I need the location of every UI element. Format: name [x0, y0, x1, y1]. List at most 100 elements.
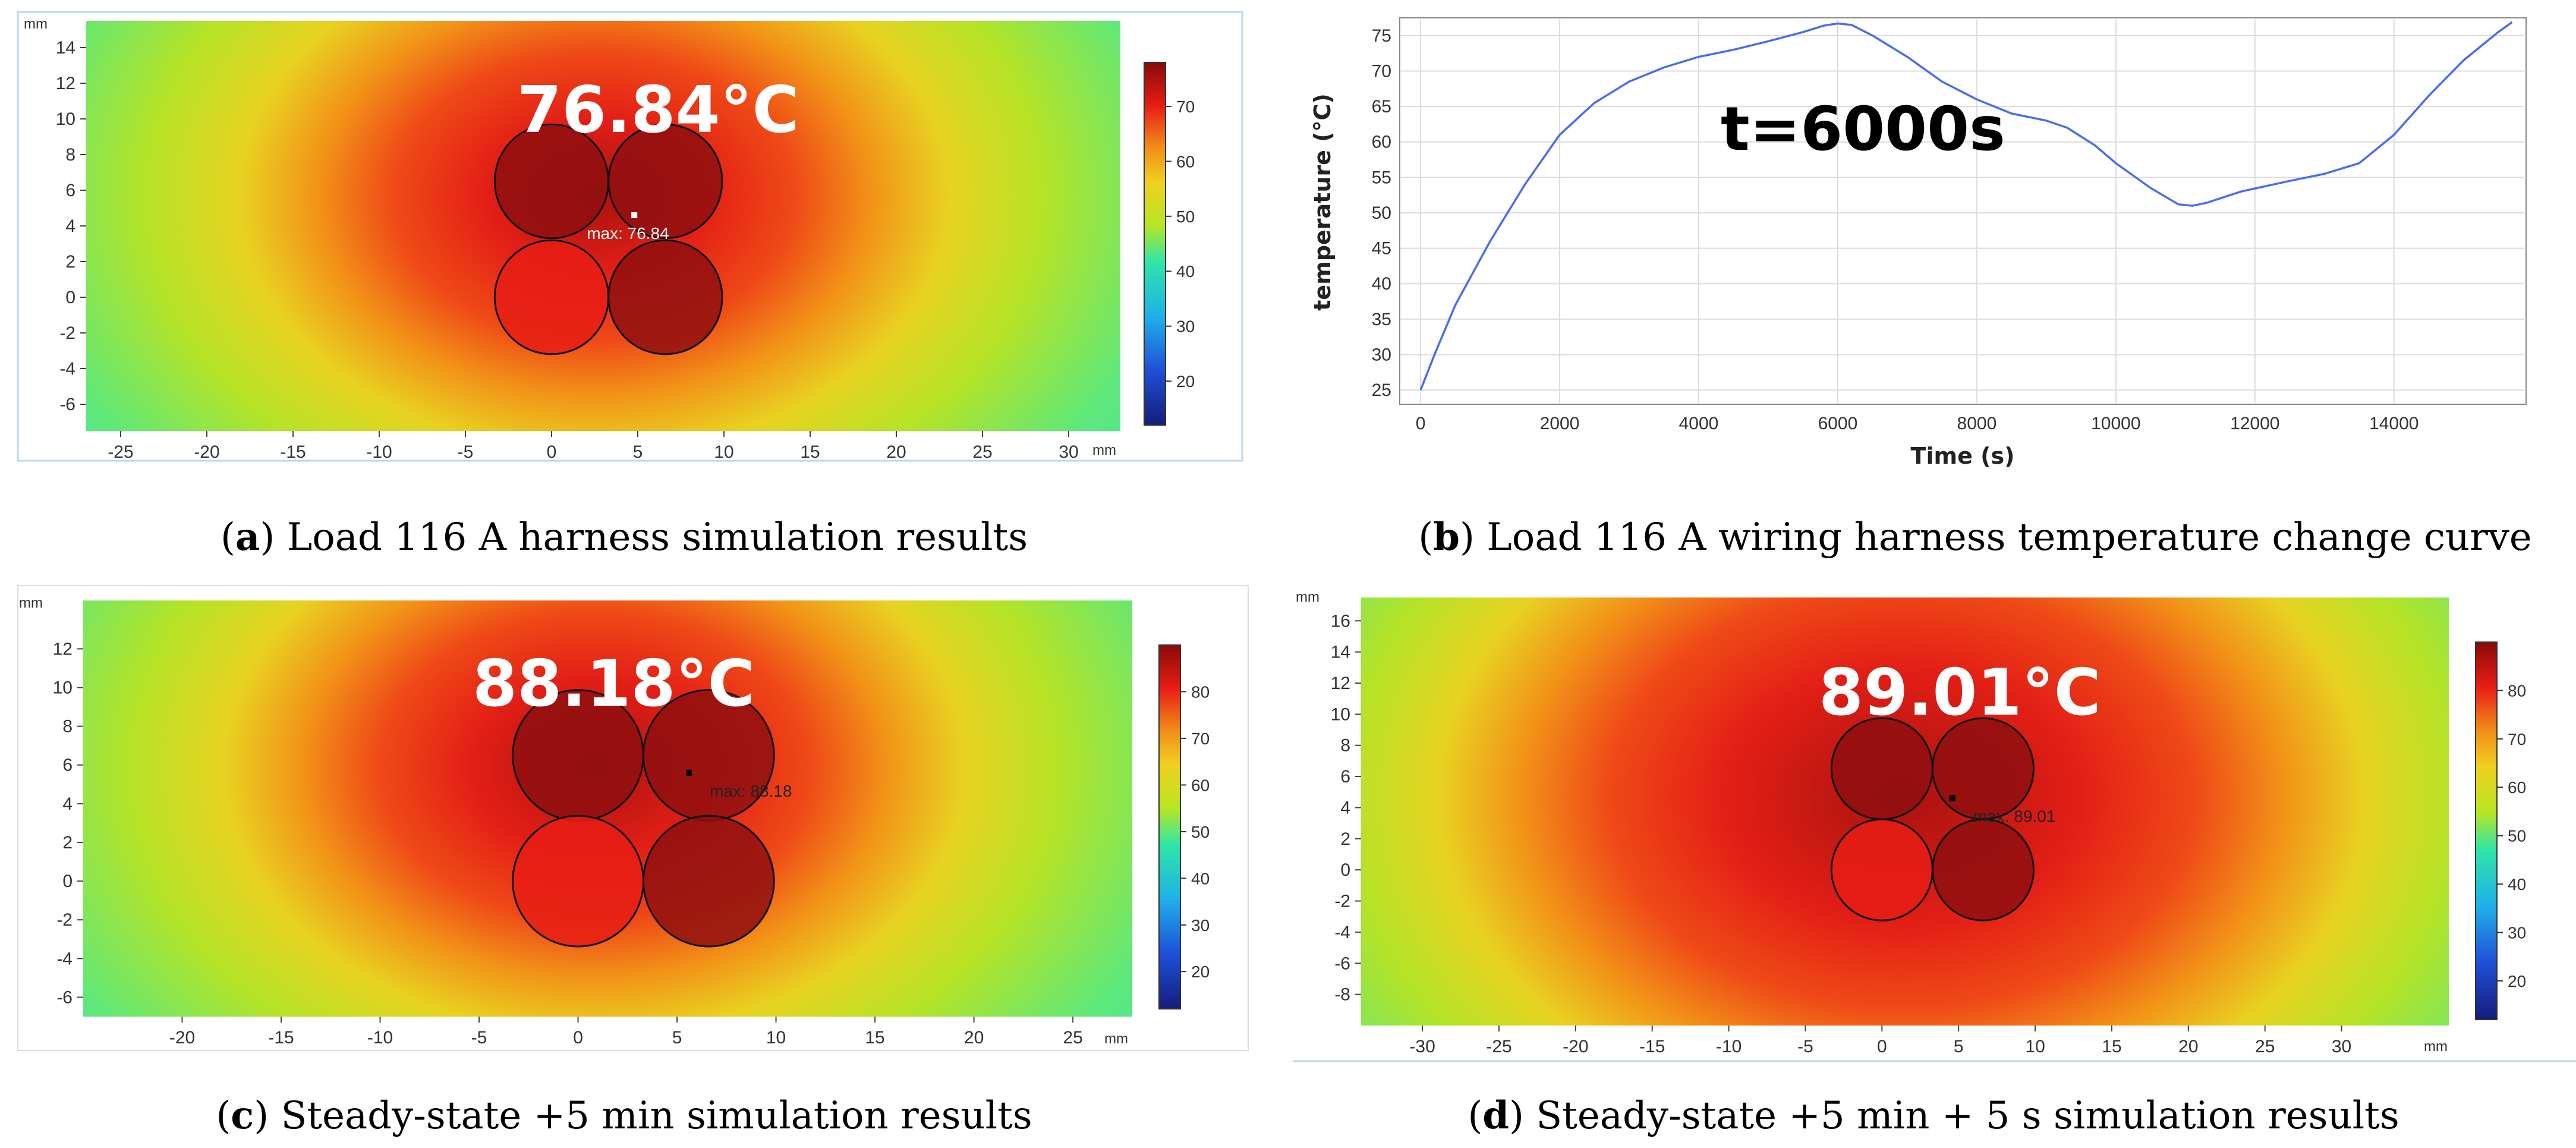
x-tick-label: 15 [800, 442, 820, 462]
peak-temperature-label: 76.84°C [517, 73, 799, 147]
colorbar [1158, 644, 1181, 1009]
caption-a-text: ) Load 116 A harness simulation results [260, 515, 1028, 559]
x-tick-label: 4000 [1679, 414, 1719, 433]
x-tick-label: -5 [471, 1028, 487, 1048]
y-tick-label: 12 [56, 74, 75, 93]
x-tick-label: -10 [367, 1028, 393, 1048]
y-tick-label: 6 [65, 181, 75, 200]
x-tick-label: -5 [458, 442, 474, 462]
y-tick-label: 16 [1331, 611, 1350, 631]
colorbar-tick-label: 60 [2508, 778, 2526, 797]
y-tick-label: 10 [56, 109, 75, 129]
conductor-3 [493, 239, 610, 356]
x-tick-label: 0 [547, 442, 557, 462]
x-tick-label: 25 [1063, 1028, 1082, 1048]
colorbar [1144, 62, 1166, 426]
x-tick-label: 12000 [2230, 414, 2279, 433]
x-tick-label: 14000 [2369, 414, 2418, 433]
y-tick-label: -4 [1334, 923, 1350, 942]
y-tick-label: -2 [1334, 892, 1350, 911]
x-tick-label: -10 [1716, 1037, 1742, 1056]
y-tick-label: 0 [65, 288, 75, 307]
colorbar-tick-label: 80 [1191, 682, 1210, 701]
x-tick-label: 0 [573, 1028, 583, 1048]
x-unit-label: mm [1104, 1031, 1128, 1047]
y-tick-label: 2 [65, 252, 75, 272]
y-tick-label: 65 [1372, 97, 1391, 117]
x-tick-label: -25 [1486, 1037, 1511, 1056]
y-tick-label: 35 [1372, 310, 1391, 329]
y-tick-label: -4 [56, 949, 73, 968]
y-tick-label: 30 [1372, 345, 1391, 365]
x-tick-label: -10 [366, 442, 392, 462]
y-tick-label: 14 [56, 38, 75, 58]
x-tick-label: -15 [280, 442, 306, 462]
conductor-1 [1830, 717, 1933, 820]
colorbar-tick-label: 30 [1191, 916, 1210, 935]
x-tick-label: -20 [194, 442, 219, 462]
x-tick-label: -15 [268, 1028, 294, 1048]
x-tick-label: -20 [1563, 1037, 1588, 1056]
x-tick-label: 0 [1416, 414, 1426, 433]
y-tick-label: -2 [56, 910, 73, 930]
panel-a-heatmap: max: 76.84 -25 -20 -15 -10 -5 0 5 10 15 20 25 30141… [17, 11, 1243, 462]
y-tick-label: -6 [56, 987, 73, 1007]
x-tick-label: -5 [1797, 1037, 1813, 1056]
max-point-marker [631, 212, 638, 218]
x-tick-label: 15 [2102, 1037, 2121, 1056]
x-tick-label: 15 [865, 1028, 884, 1048]
y-tick-label: 75 [1372, 26, 1391, 46]
max-value-label: max: 88.18 [710, 782, 792, 800]
panel-b-line-chart: 0 2000 4000 6000 8000 10000 12000 14000 75 70 65 60… [1309, 17, 2527, 469]
y-tick-label: 60 [1372, 133, 1391, 152]
colorbar-tick-label: 50 [1176, 207, 1195, 226]
y-tick-label: 14 [1331, 643, 1350, 662]
x-unit-label: mm [1092, 442, 1116, 458]
caption-d-text: ) Steady-state +5 min + 5 s simulation r… [1509, 1094, 2399, 1138]
x-tick-label: 6000 [1818, 414, 1858, 433]
conductor-2 [1931, 717, 2035, 820]
panel-c-heatmap: max: 88.18 -20 -15 -10 -5 0 5 10 15 20 2512108642… [17, 585, 1249, 1051]
caption-c: (c) Steady-state +5 min simulation resul… [216, 1093, 1032, 1138]
x-tick-label: 5 [1954, 1037, 1964, 1056]
x-tick-label: -30 [1409, 1037, 1435, 1056]
heatmap-field [86, 21, 1120, 431]
y-tick-label: 10 [1331, 704, 1350, 724]
y-tick-label: -2 [59, 323, 75, 343]
conductor-4 [1931, 818, 2035, 921]
peak-temperature-label: 89.01°C [1819, 656, 2101, 730]
y-axis-title: temperature (°C) [1309, 93, 1336, 310]
x-tick-label: 20 [2178, 1037, 2198, 1056]
x-tick-label: 8000 [1957, 414, 1997, 433]
y-tick-label: -6 [59, 395, 75, 414]
colorbar-tick-label: 60 [1191, 776, 1210, 794]
y-tick-label: 2 [62, 833, 73, 853]
x-tick-label: 0 [1877, 1037, 1887, 1056]
x-tick-label: 25 [972, 442, 992, 462]
caption-d-letter: d [1482, 1093, 1509, 1138]
max-value-label: max: 89.01 [1973, 807, 2056, 826]
y-unit-label: mm [19, 595, 43, 611]
x-tick-label: 20 [886, 442, 906, 462]
conductor-4 [607, 239, 723, 356]
colorbar-tick-label: 60 [1176, 152, 1195, 171]
x-tick-label: 10000 [2091, 414, 2140, 433]
y-tick-label: -4 [59, 359, 75, 379]
colorbar-tick-label: 50 [2508, 827, 2526, 845]
colorbar-tick-label: 80 [2508, 681, 2526, 700]
colorbar-tick-label: 40 [1176, 262, 1195, 281]
y-tick-label: 0 [1340, 860, 1350, 880]
colorbar-tick-label: 20 [1176, 372, 1195, 391]
x-tick-label: 25 [2255, 1037, 2275, 1056]
conductor-4 [642, 814, 775, 948]
colorbar-tick-label: 70 [2508, 730, 2526, 748]
y-tick-label: 6 [62, 756, 73, 775]
y-tick-label: 25 [1372, 380, 1391, 400]
x-tick-label: 20 [964, 1028, 984, 1048]
time-annotation: t=6000s [1721, 94, 2005, 165]
x-tick-label: -25 [108, 442, 133, 462]
caption-a-letter: a [235, 515, 260, 559]
y-tick-label: 45 [1372, 239, 1391, 259]
y-tick-label: -8 [1334, 985, 1350, 1005]
y-tick-label: -6 [1334, 954, 1350, 973]
